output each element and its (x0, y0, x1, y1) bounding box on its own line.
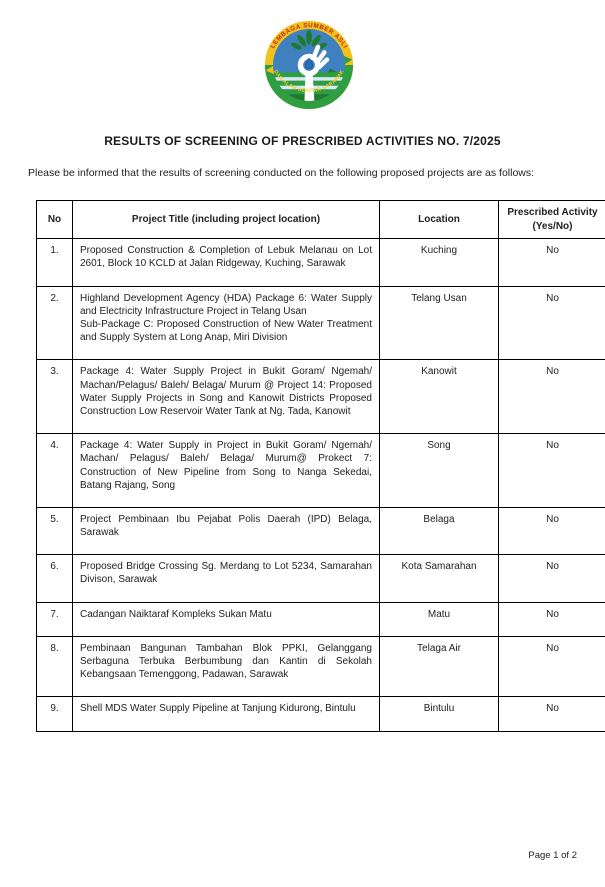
project-title-paragraph: Pembinaan Bangunan Tambahan Blok PPKI, G… (80, 642, 372, 681)
prescribed-activity-cell: No (498, 433, 605, 508)
project-title-cell: Highland Development Agency (HDA) Packag… (72, 285, 380, 361)
project-title-cell: Pembinaan Bangunan Tambahan Blok PPKI, G… (72, 635, 380, 698)
table-row: 5. Project Pembinaan Ibu Pejabat Polis Da… (36, 506, 605, 556)
col-header-prescribed-activity: Prescribed Activity (Yes/No) (498, 200, 605, 240)
location-cell: Kuching (379, 238, 499, 287)
table-row: 3. Package 4: Water Supply Project in Buk… (36, 359, 605, 435)
prescribed-activity-cell: No (498, 696, 605, 732)
location-cell: Telaga Air (379, 635, 499, 698)
project-title-paragraph: Shell MDS Water Supply Pipeline at Tanju… (80, 703, 356, 715)
table-row: 2. Highland Development Agency (HDA) Pack… (36, 285, 605, 361)
table-row: 6. Proposed Bridge Crossing Sg. Merdang t… (36, 554, 605, 603)
project-title-cell: Proposed Construction & Completion of Le… (72, 238, 380, 287)
intro-paragraph: Please be informed that the results of s… (28, 167, 535, 179)
row-number: 1. (36, 238, 73, 287)
row-number: 8. (36, 635, 73, 698)
organization-logo-emblem: LEMBAGA SUMBER ASLI DAN ALAM SEKITAR SAR… (264, 20, 353, 110)
prescribed-activity-cell: No (498, 635, 605, 698)
table-row: 1. Proposed Construction & Completion of … (36, 238, 605, 287)
location-cell: Song (379, 433, 499, 508)
project-title-cell: Cadangan Naiktaraf Kompleks Sukan Matu (72, 601, 380, 637)
table-row: 9. Shell MDS Water Supply Pipeline at Tan… (36, 696, 605, 732)
prescribed-activity-cell: No (498, 285, 605, 361)
project-title-paragraph: Package 4: Water Supply Project in Bukit… (80, 366, 372, 417)
project-title-paragraph: Sub-Package C: Proposed Construction of … (80, 319, 372, 344)
project-title-paragraph: Package 4: Water Supply in Project in Bu… (80, 440, 372, 491)
table-header: No Project Title (including project loca… (36, 200, 605, 240)
row-number: 6. (36, 554, 73, 603)
project-title-paragraph: Cadangan Naiktaraf Kompleks Sukan Matu (80, 608, 272, 620)
project-title-cell: Project Pembinaan Ibu Pejabat Polis Daer… (72, 506, 380, 556)
location-cell: Kanowit (379, 359, 499, 435)
project-title-cell: Proposed Bridge Crossing Sg. Merdang to … (72, 554, 380, 603)
project-title-paragraph: Highland Development Agency (HDA) Packag… (80, 292, 372, 317)
prescribed-activity-cell: No (498, 506, 605, 556)
row-number: 9. (36, 696, 73, 732)
table-row: 4. Package 4: Water Supply in Project in … (36, 433, 605, 508)
project-title-cell: Package 4: Water Supply in Project in Bu… (72, 433, 380, 508)
page-number: Page 1 of 2 (528, 850, 577, 861)
row-number: 7. (36, 601, 73, 637)
project-title-paragraph: Proposed Bridge Crossing Sg. Merdang to … (80, 561, 372, 586)
project-title-paragraph: Project Pembinaan Ibu Pejabat Polis Daer… (80, 513, 372, 539)
table-row: 8. Pembinaan Bangunan Tambahan Blok PPKI,… (36, 635, 605, 698)
location-cell: Belaga (379, 506, 499, 556)
organization-logo: LEMBAGA SUMBER ASLI DAN ALAM SEKITAR SAR… (264, 18, 354, 112)
page-title: RESULTS OF SCREENING OF PRESCRIBED ACTIV… (104, 134, 501, 148)
hand-icon (297, 44, 329, 101)
location-cell: Telang Usan (379, 285, 499, 361)
location-cell: Bintulu (379, 696, 499, 732)
row-number: 3. (36, 359, 73, 435)
row-number: 5. (36, 506, 73, 556)
row-number: 4. (36, 433, 73, 508)
table-header-row: No Project Title (including project loca… (36, 200, 605, 240)
prescribed-activity-cell: No (498, 359, 605, 435)
screening-results-table: No Project Title (including project loca… (36, 200, 605, 732)
row-number: 2. (36, 285, 73, 361)
table-row: 7. Cadangan Naiktaraf Kompleks Sukan Matu… (36, 601, 605, 637)
location-cell: Kota Samarahan (379, 554, 499, 603)
col-header-project-title: Project Title (including project locatio… (72, 200, 380, 240)
prescribed-activity-cell: No (498, 554, 605, 603)
prescribed-activity-cell: No (498, 601, 605, 637)
project-title-paragraph: Proposed Construction & Completion of Le… (80, 245, 372, 270)
project-title-cell: Shell MDS Water Supply Pipeline at Tanju… (72, 696, 380, 732)
location-cell: Matu (379, 601, 499, 637)
project-title-cell: Package 4: Water Supply Project in Bukit… (72, 359, 380, 435)
table-body: 1. Proposed Construction & Completion of … (36, 238, 605, 732)
prescribed-activity-cell: No (498, 238, 605, 287)
col-header-location: Location (379, 200, 499, 240)
col-header-no: No (36, 200, 73, 240)
